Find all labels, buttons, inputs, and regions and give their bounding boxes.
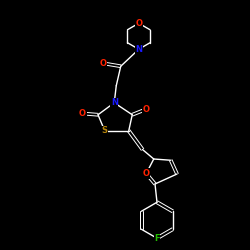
Text: O: O bbox=[142, 105, 150, 114]
Text: O: O bbox=[143, 169, 150, 178]
Text: N: N bbox=[135, 45, 142, 54]
Text: N: N bbox=[111, 98, 118, 107]
Text: S: S bbox=[102, 126, 108, 135]
Text: O: O bbox=[135, 19, 142, 28]
Text: F: F bbox=[154, 234, 160, 243]
Text: O: O bbox=[79, 109, 86, 118]
Text: O: O bbox=[99, 59, 106, 68]
